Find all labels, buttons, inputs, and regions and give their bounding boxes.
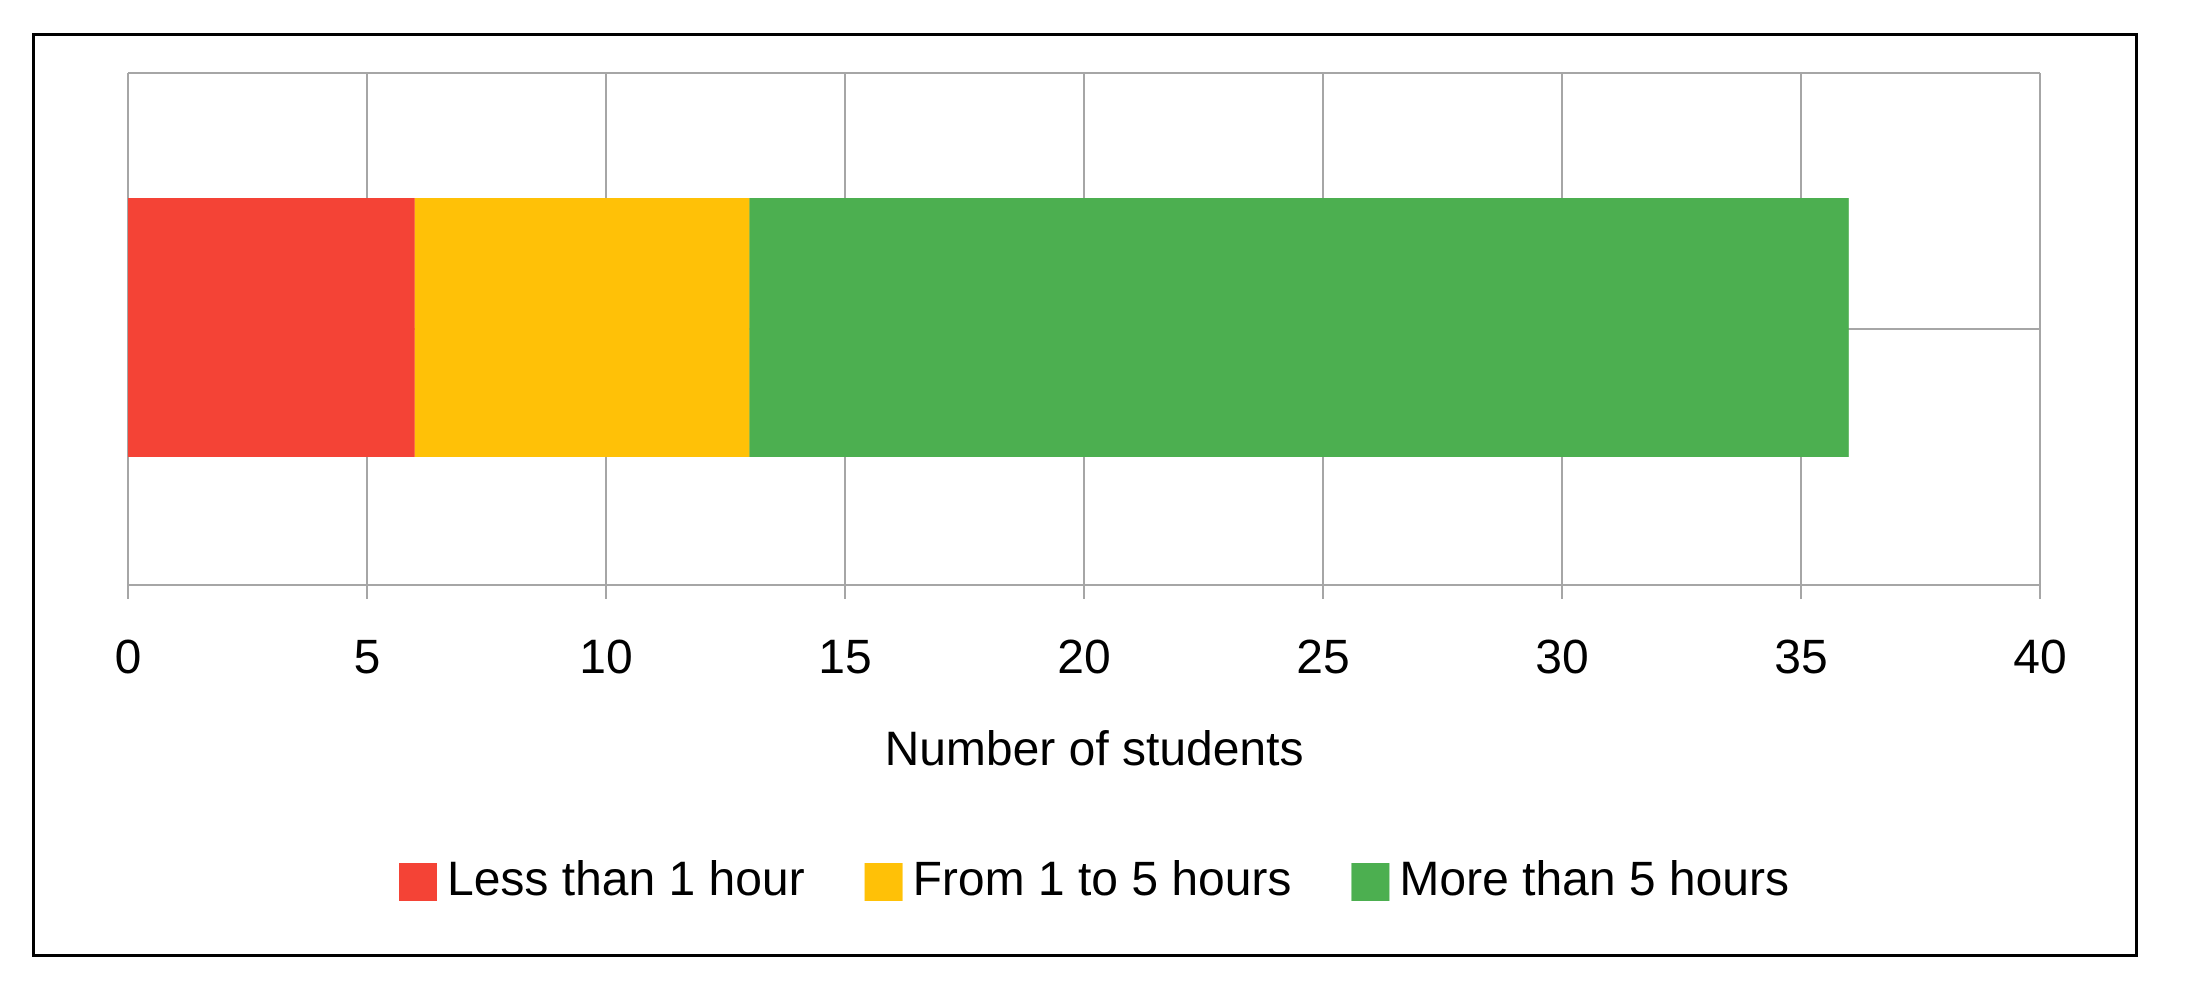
legend-item: From 1 to 5 hours [864,853,1292,906]
bar-segment-more-than-5-hours [749,198,1849,457]
x-tick-label: 35 [1774,631,1827,684]
legend-label: More than 5 hours [1399,853,1789,906]
x-tick-label: 10 [579,631,632,684]
x-tick-label: 20 [1057,631,1110,684]
bars [128,198,1849,457]
legend-label: From 1 to 5 hours [913,853,1292,906]
x-tick-label: 15 [818,631,871,684]
bar-segment-less-than-1-hour [128,198,415,457]
legend: Less than 1 hour From 1 to 5 hours More th… [399,853,1789,906]
legend-label: Less than 1 hour [447,853,805,906]
x-axis-title: Number of students [885,723,1304,776]
legend-swatch [864,863,903,901]
bar-segment-from-1-to-5-hours [414,198,750,457]
legend-item: Less than 1 hour [399,853,805,906]
x-tick-label: 0 [115,631,142,684]
legend-swatch [399,863,438,901]
x-tick-label: 25 [1296,631,1349,684]
x-axis-ticks: 0 5 10 15 20 25 30 35 40 [115,585,2067,684]
legend-item: More than 5 hours [1351,853,1789,906]
x-tick-label: 5 [354,631,381,684]
x-tick-label: 40 [2013,631,2066,684]
x-tick-label: 30 [1535,631,1588,684]
legend-swatch [1351,863,1390,901]
